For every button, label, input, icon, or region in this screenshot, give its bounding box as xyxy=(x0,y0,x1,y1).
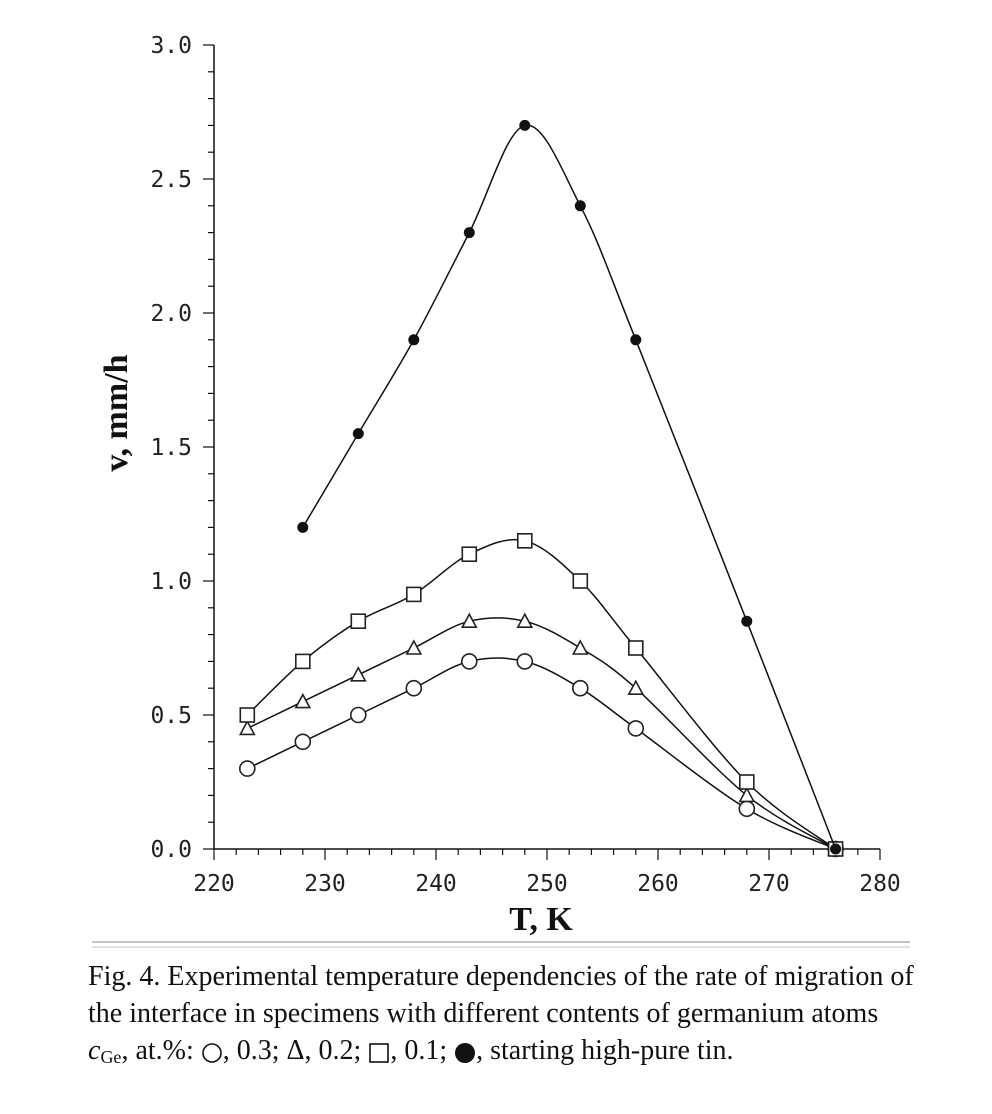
data-point-circle-open xyxy=(738,800,756,818)
data-point-triangle-open xyxy=(349,666,367,682)
data-point-square-open xyxy=(239,707,256,723)
x-axis-title: T, K xyxy=(509,901,573,938)
open-square-icon xyxy=(369,1042,390,1063)
data-point-triangle-open xyxy=(738,786,756,803)
data-point-circle-open xyxy=(349,706,367,724)
data-point-circle-filled xyxy=(630,334,642,346)
series-square-open xyxy=(239,532,844,857)
caption-text-a: , at.%: xyxy=(121,1035,201,1066)
data-point-triangle-open xyxy=(460,612,478,629)
caption-separator-shadow xyxy=(92,946,910,948)
data-point-circle-filled xyxy=(352,428,364,440)
x-tick-label: 250 xyxy=(526,871,568,897)
x-tick-label: 230 xyxy=(304,871,346,897)
data-point-square-open xyxy=(294,653,311,670)
x-tick-label: 280 xyxy=(859,871,901,897)
data-point-circle-filled xyxy=(741,615,753,627)
caption-variable: c xyxy=(88,1035,101,1066)
y-tick-label: 0.0 xyxy=(150,837,192,863)
data-point-circle-filled xyxy=(463,227,475,239)
y-tick-label: 1.0 xyxy=(150,569,192,595)
caption-subscript: Ge xyxy=(100,1047,122,1067)
data-point-triangle-open xyxy=(571,639,589,655)
data-point-triangle-open xyxy=(294,692,312,709)
caption-line-1: Fig. 4. Experimental temperature depende… xyxy=(88,961,914,992)
plot-area xyxy=(238,119,844,858)
data-point-square-open xyxy=(405,586,422,603)
data-point-circle-open xyxy=(516,653,534,670)
series-line-circle-open xyxy=(246,657,836,850)
x-tick-label: 270 xyxy=(748,871,790,897)
data-point-square-open xyxy=(516,532,533,549)
data-point-circle-filled xyxy=(830,843,842,855)
y-tick-label: 0.5 xyxy=(150,703,192,729)
data-point-triangle-open xyxy=(516,612,534,629)
data-point-square-open xyxy=(461,546,478,563)
data-point-triangle-open xyxy=(238,719,256,736)
caption-line-3: cGe, at.%: , 0.3; Δ, 0.2; , 0.1; , start… xyxy=(88,1032,966,1076)
data-point-circle-open xyxy=(460,653,478,670)
series-circle-open xyxy=(239,653,844,858)
data-point-triangle-open xyxy=(627,679,645,696)
caption-line-2: the interface in specimens with differen… xyxy=(88,998,879,1029)
series-triangle-open xyxy=(238,612,844,856)
series-line-circle-filled xyxy=(302,124,837,850)
data-point-square-open xyxy=(350,613,367,630)
y-tick-label: 3.0 xyxy=(150,33,192,59)
y-tick-label: 2.0 xyxy=(150,301,192,327)
data-point-circle-open xyxy=(571,679,589,697)
data-point-square-open xyxy=(738,774,755,790)
data-point-circle-open xyxy=(239,760,256,777)
caption-text-d: , starting high-pure tin. xyxy=(476,1035,734,1066)
caption-text-b: , 0.3; Δ, 0.2; xyxy=(222,1035,369,1066)
data-point-circle-open xyxy=(294,733,312,751)
y-axis-title: v, mm/h xyxy=(98,354,135,471)
open-circle-icon xyxy=(201,1042,222,1063)
x-tick-label: 220 xyxy=(193,871,235,897)
data-point-triangle-open xyxy=(405,639,423,655)
data-point-circle-filled xyxy=(574,200,586,212)
caption-separator xyxy=(92,941,910,943)
data-point-circle-open xyxy=(405,679,423,697)
data-point-circle-filled xyxy=(297,521,309,533)
data-point-square-open xyxy=(627,640,644,656)
y-tick-label: 2.5 xyxy=(150,167,192,193)
data-point-circle-open xyxy=(627,720,645,737)
filled-circle-icon xyxy=(455,1042,476,1063)
data-point-square-open xyxy=(572,573,589,589)
axes: 0.0 0.5 1.0 1.5 2.0 2.5 3.0 220 230 240 250 260 270 2… xyxy=(150,33,900,897)
x-tick-label: 260 xyxy=(637,871,679,897)
caption-text-c: , 0.1; xyxy=(390,1035,455,1066)
data-point-circle-filled xyxy=(519,119,531,131)
y-tick-label: 1.5 xyxy=(150,435,192,461)
x-tick-label: 240 xyxy=(415,871,457,897)
figure-caption: Fig. 4. Experimental temperature depende… xyxy=(88,958,966,1076)
series-circle-filled xyxy=(297,119,842,855)
data-point-circle-filled xyxy=(408,334,420,346)
